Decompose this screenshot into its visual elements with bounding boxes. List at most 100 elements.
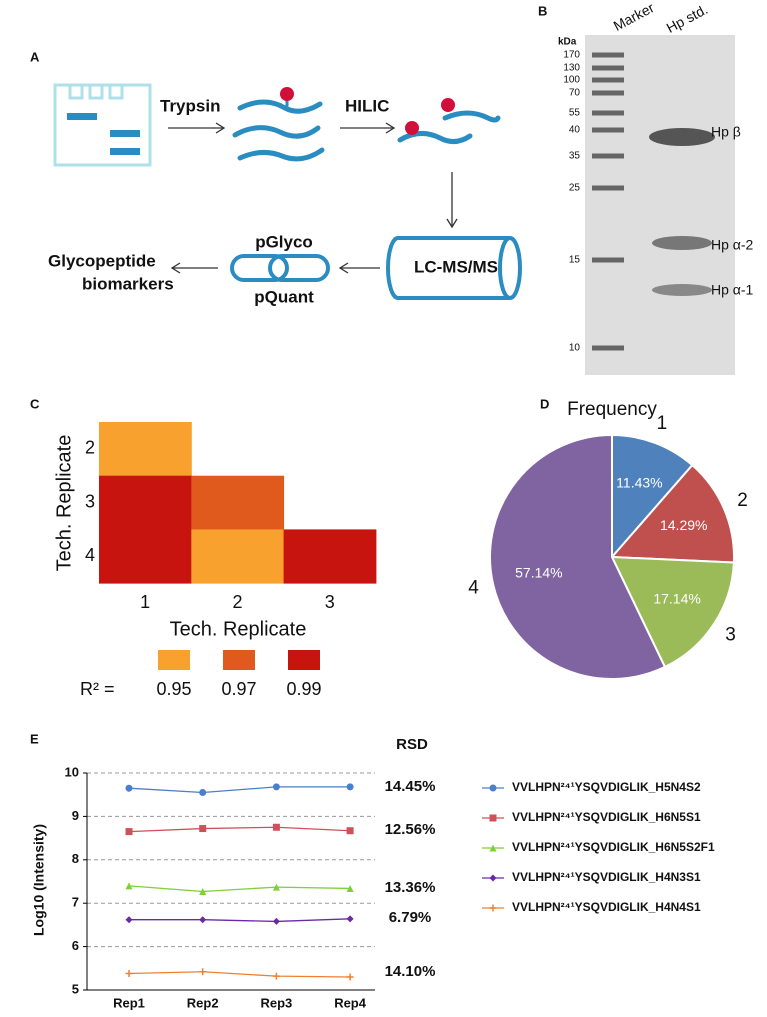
glycan: [405, 121, 419, 135]
rsd-annotation: 6.79%: [389, 909, 432, 926]
marker: [199, 789, 207, 797]
y-tick-label: 4: [85, 545, 95, 565]
instrument-icon: [386, 236, 522, 300]
series-line: [129, 918, 351, 923]
band-label: Hp α-1: [711, 282, 754, 298]
step-label: HILIC: [345, 96, 389, 115]
chain-link: [230, 254, 289, 282]
slice-value-label: 17.14%: [653, 591, 700, 607]
x-tick-label: Rep2: [187, 995, 219, 1010]
heatmap-cell: [99, 529, 192, 584]
marker: [272, 783, 280, 791]
gel-band: [110, 130, 140, 137]
marker-kda-label: 15: [569, 255, 581, 266]
x-tick-label: 1: [140, 592, 150, 612]
y-axis-title: Log10 (Intensity): [31, 824, 47, 936]
instrument-label: LC-MS/MS: [414, 257, 498, 276]
pie-slice: [609, 463, 735, 564]
legend-label: VVLHPN²⁴¹YSQVDIGLIK_H5N4S2: [512, 780, 701, 794]
legend-swatch: [223, 650, 255, 670]
heatmap-cell: [191, 529, 285, 584]
y-axis-title: Tech. Replicate: [53, 435, 75, 572]
marker-kda-label: 40: [569, 125, 581, 136]
step-label: Trypsin: [160, 96, 220, 115]
marker-band: [592, 65, 624, 71]
rsd-annotation: 14.10%: [385, 963, 436, 980]
marker: [199, 968, 207, 976]
marker: [346, 915, 354, 923]
series-line: [128, 885, 351, 893]
y-tick-label: 2: [85, 438, 95, 458]
slice-category-label: 4: [468, 578, 479, 599]
peptide: [237, 99, 323, 114]
series-line: [128, 971, 351, 978]
arrow: [170, 262, 218, 274]
slice-value-label: 11.43%: [616, 475, 662, 491]
x-tick-label: Rep3: [261, 995, 293, 1010]
marker: [125, 882, 133, 890]
marker: [489, 904, 497, 912]
y-tick-label: 8: [72, 851, 79, 866]
marker-kda-label: 55: [569, 108, 581, 119]
marker-kda-label: 35: [569, 151, 581, 162]
band-label: Hp β: [711, 124, 741, 140]
lane-label: Hp std.: [664, 1, 711, 36]
arrow: [446, 172, 458, 229]
marker: [346, 973, 354, 981]
heatmap-cell: [99, 422, 192, 477]
unit-label: kDa: [558, 37, 577, 48]
marker: [272, 883, 280, 891]
marker-band: [592, 77, 624, 83]
marker-kda-label: 25: [569, 183, 581, 194]
marker: [125, 916, 133, 924]
legend-swatch: [288, 650, 320, 670]
marker: [125, 784, 133, 792]
marker: [272, 972, 280, 980]
legend-label: 0.97: [221, 679, 256, 699]
marker-band: [592, 127, 624, 133]
marker-band: [592, 52, 624, 58]
software-label: pQuant: [254, 287, 314, 306]
marker-band: [592, 153, 624, 159]
glycan: [441, 98, 455, 112]
marker: [346, 884, 354, 892]
legend-label: VVLHPN²⁴¹YSQVDIGLIK_H6N5S1: [512, 810, 701, 824]
slice-category-label: 3: [725, 624, 736, 645]
panel-label: C: [30, 396, 40, 411]
x-tick-label: 3: [325, 592, 335, 612]
x-tick-label: Rep4: [334, 995, 367, 1010]
slice-value-label: 14.29%: [660, 517, 707, 533]
gel-band: [110, 148, 140, 155]
y-tick-label: 3: [85, 491, 95, 511]
gel-band: [649, 128, 715, 146]
panel-label: A: [30, 49, 40, 64]
marker: [489, 844, 497, 852]
y-tick-label: 7: [72, 895, 79, 910]
panel-label: E: [30, 731, 39, 746]
marker: [489, 874, 497, 882]
heatmap-cell: [191, 475, 285, 530]
slice-value-label: 57.14%: [515, 564, 562, 580]
x-tick-label: Rep1: [113, 995, 145, 1010]
marker-kda-label: 10: [569, 343, 581, 354]
marker-band: [592, 185, 624, 191]
software-label: pGlyco: [255, 232, 313, 251]
gel-band: [67, 113, 97, 120]
marker: [199, 887, 207, 895]
slice-category-label: 1: [657, 413, 668, 434]
legend-label: VVLHPN²⁴¹YSQVDIGLIK_H6N5S2F1: [512, 840, 715, 854]
gel-band: [652, 284, 712, 296]
marker: [199, 916, 207, 924]
pie-slice: [611, 433, 694, 560]
marker: [272, 823, 280, 831]
rsd-annotation: 12.56%: [385, 821, 436, 838]
y-tick-label: 5: [72, 981, 79, 996]
marker: [125, 970, 133, 978]
marker: [489, 784, 497, 792]
marker-kda-label: 170: [563, 50, 580, 61]
marker-band: [592, 257, 624, 263]
marker-band: [592, 110, 624, 116]
legend-label: 0.95: [156, 679, 191, 699]
